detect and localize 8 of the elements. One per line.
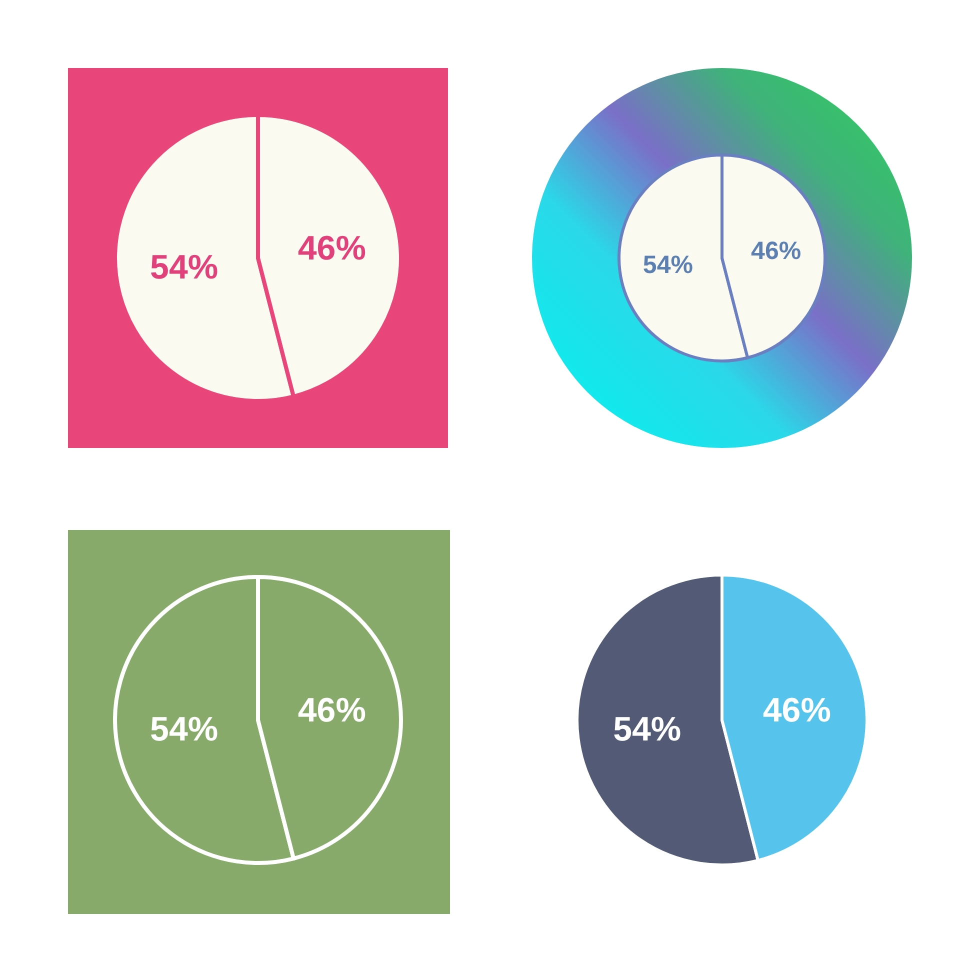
data-label: 46%	[298, 230, 366, 268]
data-label: 46%	[762, 692, 831, 730]
data-label: 46%	[751, 237, 802, 266]
data-label: 46%	[298, 692, 366, 730]
data-label: 54%	[150, 248, 218, 286]
data-label: 54%	[150, 710, 218, 748]
data-label: 54%	[642, 250, 693, 279]
data-label: 54%	[613, 710, 682, 748]
